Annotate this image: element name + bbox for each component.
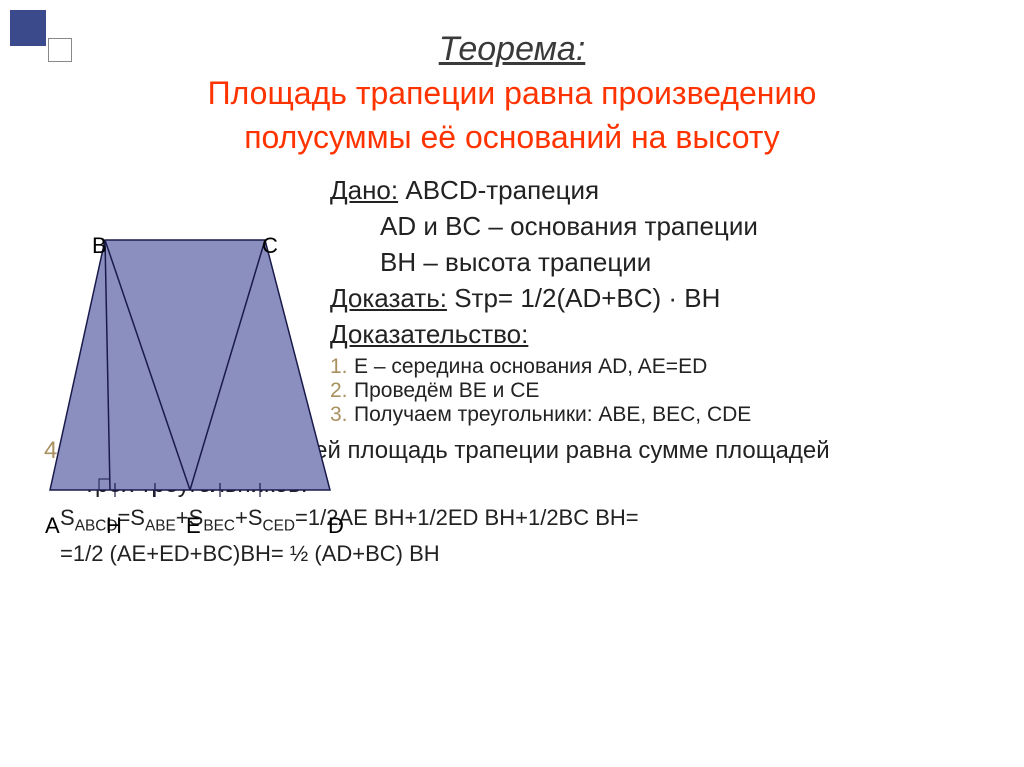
label-A: A — [45, 513, 60, 539]
given-line2: AD и BC – основания трапеции — [330, 211, 994, 242]
deco-square-small — [48, 38, 72, 62]
text-column: Дано: ABCD-трапеция AD и BC – основания … — [330, 175, 1024, 427]
proof-item-2: 2.Проведём BE и CE — [330, 379, 994, 403]
given-line3: BH – высота трапеции — [330, 247, 994, 278]
title-main: Теорема: — [0, 30, 1024, 69]
proof-text-3: Получаем треугольники: ABE, BEC, CDE — [354, 403, 751, 426]
title-sub-line2: полусуммы её оснований на высоту — [0, 117, 1024, 157]
title-sub-line1: Площадь трапеции равна произведению — [0, 73, 1024, 113]
prove-line: Доказать: Sтр= 1/2(AD+BC) · BH — [330, 283, 994, 314]
proof-label: Доказательство: — [330, 319, 994, 350]
given-label: Дано: — [330, 175, 398, 205]
proof-text-2: Проведём BE и CE — [354, 379, 539, 402]
given-line1: Дано: ABCD-трапеция — [330, 175, 994, 206]
title-block: Теорема: Площадь трапеции равна произвед… — [0, 0, 1024, 157]
trapezoid-diagram: A B C D H E — [40, 215, 340, 525]
given-text1: ABCD-трапеция — [405, 175, 599, 205]
proof-item-3: 3.Получаем треугольники: ABE, BEC, CDE — [330, 403, 994, 427]
diagram-svg — [40, 215, 340, 525]
label-D: D — [328, 513, 344, 539]
equation-2: =1/2 (AE+ED+BC)BH= ½ (AD+BC) BH — [40, 541, 984, 567]
proof-text-1: E – середина основания AD, AE=ED — [354, 355, 707, 378]
content-area: A B C D H E Дано: ABCD-трапеция AD и BC … — [0, 175, 1024, 427]
label-H: H — [106, 513, 122, 539]
prove-label: Доказать: — [330, 283, 447, 313]
label-C: C — [262, 233, 278, 259]
label-B: B — [92, 233, 107, 259]
deco-square-big — [10, 10, 46, 46]
prove-text: Sтр= 1/2(AD+BC) · BH — [454, 283, 720, 313]
proof-list: 1.E – середина основания AD, AE=ED 2.Про… — [330, 355, 994, 427]
proof-item-1: 1.E – середина основания AD, AE=ED — [330, 355, 994, 379]
label-E: E — [186, 513, 201, 539]
